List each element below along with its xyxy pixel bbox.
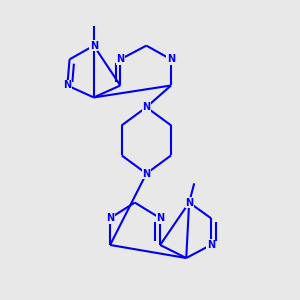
Text: N: N xyxy=(90,40,98,51)
Text: N: N xyxy=(185,198,193,208)
Text: N: N xyxy=(207,240,215,250)
Text: N: N xyxy=(63,80,71,91)
Text: N: N xyxy=(116,54,124,64)
Text: N: N xyxy=(156,213,164,223)
Text: N: N xyxy=(106,213,114,223)
Text: N: N xyxy=(142,169,150,178)
Text: N: N xyxy=(167,54,175,64)
Text: N: N xyxy=(142,102,150,112)
